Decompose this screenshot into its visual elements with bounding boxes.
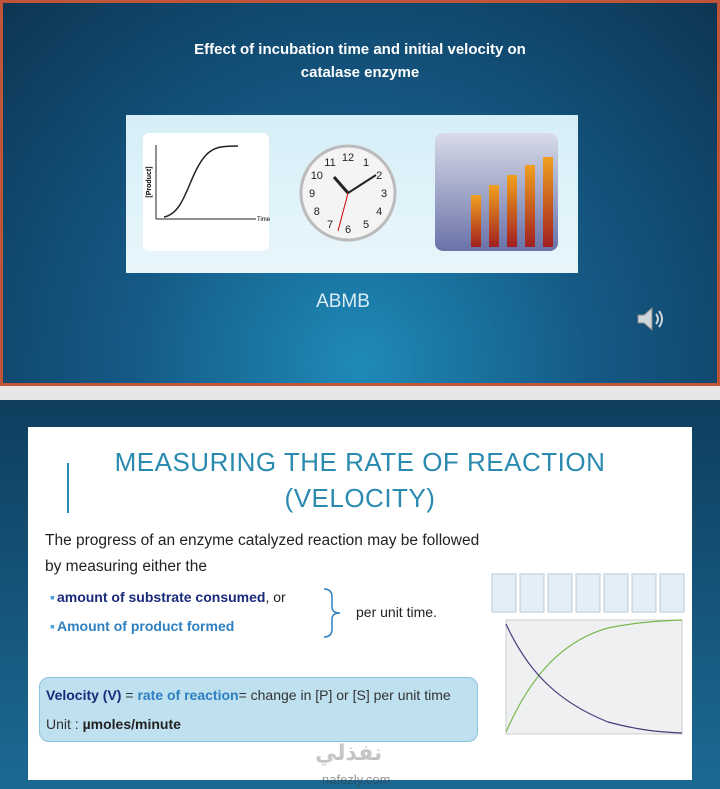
unit: Unit : µmoles/minute bbox=[46, 716, 181, 732]
clock-hand bbox=[332, 176, 350, 194]
author: ABMB bbox=[316, 291, 370, 312]
bullet-text: Amount of product formed bbox=[56, 618, 235, 634]
speaker-icon[interactable] bbox=[635, 305, 667, 333]
clock-hand bbox=[337, 192, 349, 232]
reaction-illustration bbox=[491, 573, 685, 735]
substrate-curve bbox=[505, 623, 683, 734]
accent-line bbox=[67, 463, 69, 513]
slide-title: Effect of incubation time and initial ve… bbox=[194, 41, 526, 58]
axis-label: Time bbox=[257, 217, 271, 223]
clock-number: 6 bbox=[345, 224, 351, 236]
equals: = bbox=[121, 687, 138, 703]
bullet-suffix: , or bbox=[265, 589, 286, 605]
clock-number: 2 bbox=[376, 170, 382, 182]
content-slide: MEASURING THE RATE OF REACTION (VELOCITY… bbox=[0, 400, 720, 789]
bullet-text: amount of substrate consumed bbox=[56, 589, 266, 605]
intro-text: The progress of an enzyme catalyzed reac… bbox=[45, 532, 480, 549]
tube bbox=[543, 157, 553, 247]
clock-number: 8 bbox=[314, 206, 320, 218]
bullet: amount of substrate consumed, or bbox=[50, 589, 286, 605]
watermark: نفذلي bbox=[315, 740, 383, 765]
brace-text: per unit time. bbox=[356, 604, 437, 620]
intro-text: by measuring either the bbox=[45, 558, 207, 575]
slide-heading: MEASURING THE RATE OF REACTION bbox=[114, 447, 606, 477]
clock-number: 9 bbox=[309, 188, 315, 200]
unit-label: Unit : bbox=[46, 716, 83, 732]
clock-number: 3 bbox=[381, 188, 387, 200]
clock-number: 1 bbox=[363, 157, 369, 169]
title-slide: Effect of incubation time and initial ve… bbox=[0, 0, 720, 386]
tube bbox=[471, 195, 481, 247]
slide-body: MEASURING THE RATE OF REACTION (VELOCITY… bbox=[28, 427, 692, 780]
plot-area bbox=[505, 619, 683, 735]
graph-card bbox=[143, 133, 269, 251]
product-curve bbox=[505, 619, 683, 733]
term: Velocity (V) bbox=[46, 687, 122, 703]
clock-number: 7 bbox=[327, 219, 333, 231]
tube bbox=[507, 175, 517, 247]
slide-heading: (VELOCITY) bbox=[284, 483, 436, 513]
rate: rate of reaction bbox=[137, 687, 239, 703]
curve bbox=[163, 145, 239, 218]
unit-value: µmoles/minute bbox=[82, 716, 181, 732]
clock-number: 4 bbox=[376, 206, 382, 218]
clock-number: 12 bbox=[342, 152, 354, 164]
axis-label: [Product] bbox=[146, 166, 153, 197]
watermark: nafezly.com bbox=[322, 772, 391, 787]
clock-number: 11 bbox=[324, 157, 335, 169]
clock-hand bbox=[347, 174, 377, 194]
definition-rest: = change in [P] or [S] per unit time bbox=[238, 687, 451, 703]
image-strip: [Product] Time 12 1 2 3 4 5 6 7 8 9 10 11 bbox=[126, 115, 578, 273]
beakers bbox=[491, 573, 685, 613]
clock-number: 5 bbox=[363, 219, 369, 231]
clock-number: 10 bbox=[311, 170, 323, 182]
definition-box: Velocity (V) = rate of reaction= change … bbox=[39, 677, 478, 742]
definition: Velocity (V) = rate of reaction= change … bbox=[46, 687, 451, 703]
tube bbox=[489, 185, 499, 247]
bullet: Amount of product formed bbox=[50, 618, 234, 634]
slide-title: catalase enzyme bbox=[300, 64, 420, 81]
brace bbox=[323, 588, 341, 638]
tube bbox=[525, 165, 535, 247]
